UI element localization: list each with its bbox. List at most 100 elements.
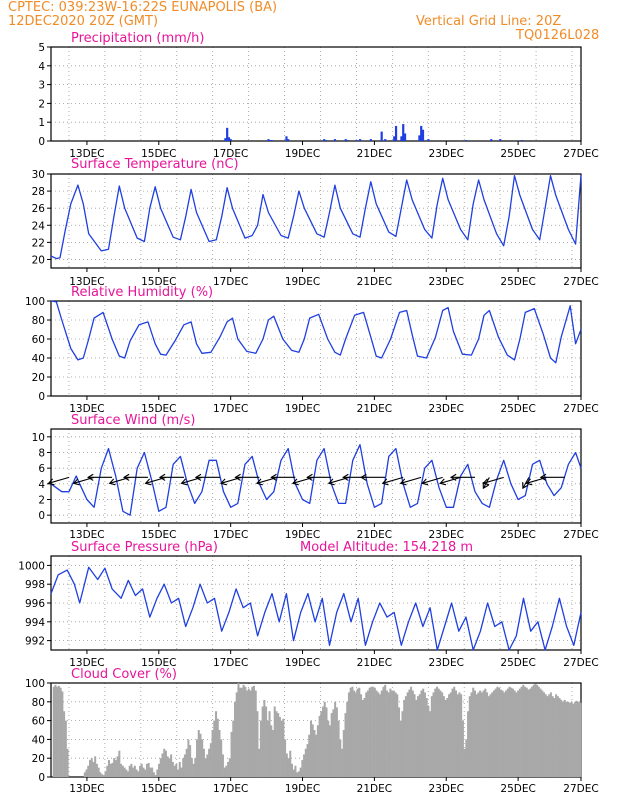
cloud-bar [435, 686, 439, 777]
cloud-bar [575, 700, 578, 777]
cloud-bar [121, 765, 124, 777]
cloud-bar [128, 765, 131, 777]
cloud-bar [410, 686, 413, 777]
x-tick-label: 17DEC [213, 657, 248, 669]
cloud-bar [406, 692, 409, 777]
precip-bar [324, 140, 328, 141]
cloud-bar [437, 688, 440, 777]
y-tick-label: 1 [38, 117, 45, 129]
cloud-bar [211, 730, 214, 777]
cloud-bar [453, 686, 456, 777]
cloud-bar [297, 771, 300, 777]
cloud-bar [232, 720, 235, 777]
cloud-bar [254, 690, 257, 777]
cloud-bar [263, 699, 266, 777]
y-tick-label: 40 [32, 734, 45, 746]
cloud-bar [529, 688, 532, 777]
precip-bar [359, 139, 362, 141]
cloud-bar [332, 709, 335, 777]
cloud-bar [97, 767, 100, 777]
cloud-bar [137, 771, 140, 777]
x-tick-label: 19DEC [285, 529, 320, 541]
x-tick-label: 21DEC [357, 276, 392, 288]
cloud-bar [320, 711, 323, 777]
cloud-bar [147, 762, 150, 777]
panel-title: Surface Wind (m/s) [71, 413, 195, 428]
cloud-bar [373, 687, 376, 777]
cloud-bar [465, 739, 468, 777]
cloud-bar [579, 702, 582, 777]
wind-arrow-head [421, 478, 429, 486]
cloud-bar [472, 687, 475, 777]
cloud-bar [102, 775, 105, 777]
x-tick-label: 27DEC [563, 529, 598, 541]
cloud-bar [159, 758, 162, 777]
cloud-bar [308, 734, 311, 777]
cloud-bar [458, 692, 461, 777]
wind-arrow [48, 476, 70, 484]
wind-arrow-head [306, 473, 313, 481]
y-tick-label: 3 [38, 80, 45, 92]
precip-bar [269, 140, 272, 141]
x-tick-label: 17DEC [213, 403, 248, 415]
cloud-bar [194, 758, 197, 777]
cloud-bar [130, 763, 133, 777]
cloud-bar [282, 718, 285, 777]
x-tick-label: 17DEC [213, 276, 248, 288]
cloud-bar [396, 694, 399, 777]
cloud-bar [149, 767, 152, 777]
cloud-bar [562, 701, 565, 777]
panel-frame [50, 555, 582, 651]
precip-bar [393, 136, 396, 141]
cloud-bar [368, 687, 371, 777]
wind-arrow-head [381, 478, 389, 486]
cloud-bar [323, 701, 326, 777]
cloud-bar [220, 739, 223, 777]
cloud-bar [228, 758, 231, 777]
cloud-bar [88, 760, 92, 777]
cloud-bar [126, 771, 129, 777]
cloud-bar [140, 763, 143, 777]
cloud-bar [475, 694, 478, 777]
x-tick-label: 15DEC [141, 529, 176, 541]
x-tick-label: 15DEC [141, 783, 176, 795]
cloud-bar [327, 720, 330, 777]
cloud-bar [418, 694, 421, 777]
cloud-bar [83, 772, 86, 777]
cloud-bar [365, 692, 368, 777]
cloud-bar [118, 750, 121, 777]
cloud-bar [389, 688, 392, 777]
y-tick-label: 100 [25, 296, 45, 308]
cloud-bar [318, 715, 321, 777]
cloud-bar [133, 765, 136, 777]
cloud-bar [570, 701, 573, 777]
cloud-bar [294, 765, 297, 777]
cloud-bar [398, 707, 401, 777]
cloud-bar [555, 694, 558, 777]
cloud-bar [218, 730, 221, 777]
cloud-bar [233, 701, 237, 777]
cloud-bar [399, 720, 402, 777]
panel-title: Cloud Cover (%) [71, 667, 177, 682]
cloud-bar [285, 753, 288, 777]
cloud-bar [123, 767, 126, 777]
cloud-bar [104, 771, 107, 777]
cloud-bar [429, 711, 432, 777]
cloud-bar [270, 725, 273, 777]
x-tick-label: 23DEC [429, 783, 464, 795]
cloud-bar [551, 696, 554, 777]
x-tick-label: 13DEC [69, 783, 104, 795]
cloud-bar [52, 686, 55, 777]
panel-frame [50, 428, 582, 524]
cloud-bar [425, 698, 428, 777]
x-tick-label: 15DEC [141, 403, 176, 415]
cloud-bar [442, 696, 445, 777]
cloud-bar [513, 690, 516, 777]
cloud-bar [325, 707, 328, 777]
precip-bar [427, 139, 430, 141]
cloud-bar [544, 694, 547, 777]
cloud-bar [145, 763, 148, 777]
cloud-bar [64, 720, 67, 777]
cloud-bar [541, 690, 544, 777]
panel-title: Precipitation (mm/h) [71, 31, 204, 46]
